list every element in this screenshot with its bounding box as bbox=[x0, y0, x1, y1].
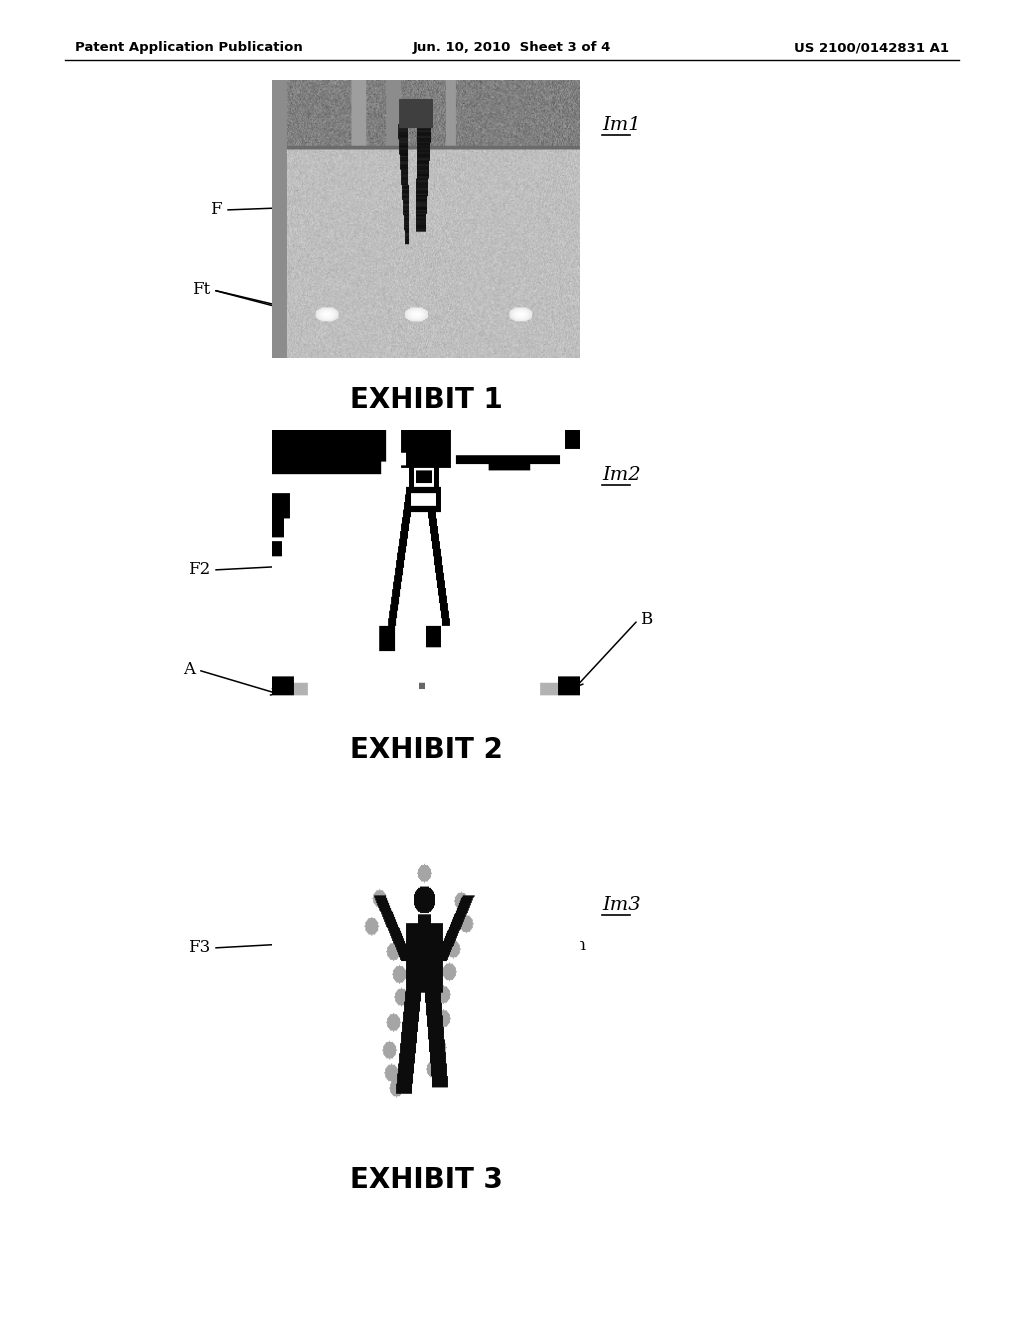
Text: F: F bbox=[210, 202, 222, 219]
Text: c3: c3 bbox=[388, 1061, 407, 1074]
Text: B: B bbox=[640, 611, 652, 628]
Text: EXHIBIT 2: EXHIBIT 2 bbox=[349, 737, 503, 764]
Text: Patent Application Publication: Patent Application Publication bbox=[75, 41, 303, 54]
Text: Ft: Ft bbox=[191, 281, 210, 298]
Text: F3: F3 bbox=[187, 940, 210, 957]
Text: Jun. 10, 2010  Sheet 3 of 4: Jun. 10, 2010 Sheet 3 of 4 bbox=[413, 41, 611, 54]
Text: F2: F2 bbox=[187, 561, 210, 578]
Text: c2: c2 bbox=[449, 1061, 466, 1074]
Text: A: A bbox=[183, 661, 195, 678]
Text: c1~cn: c1~cn bbox=[532, 936, 586, 953]
Text: EXHIBIT 3: EXHIBIT 3 bbox=[349, 1166, 503, 1195]
Text: EXHIBIT 1: EXHIBIT 1 bbox=[349, 385, 503, 414]
Text: Im3: Im3 bbox=[602, 896, 641, 913]
Text: c4: c4 bbox=[322, 1073, 340, 1086]
Text: Im2: Im2 bbox=[602, 466, 641, 484]
Text: US 2100/0142831 A1: US 2100/0142831 A1 bbox=[794, 41, 949, 54]
Text: c1: c1 bbox=[508, 1028, 526, 1041]
Text: Im1: Im1 bbox=[602, 116, 641, 135]
